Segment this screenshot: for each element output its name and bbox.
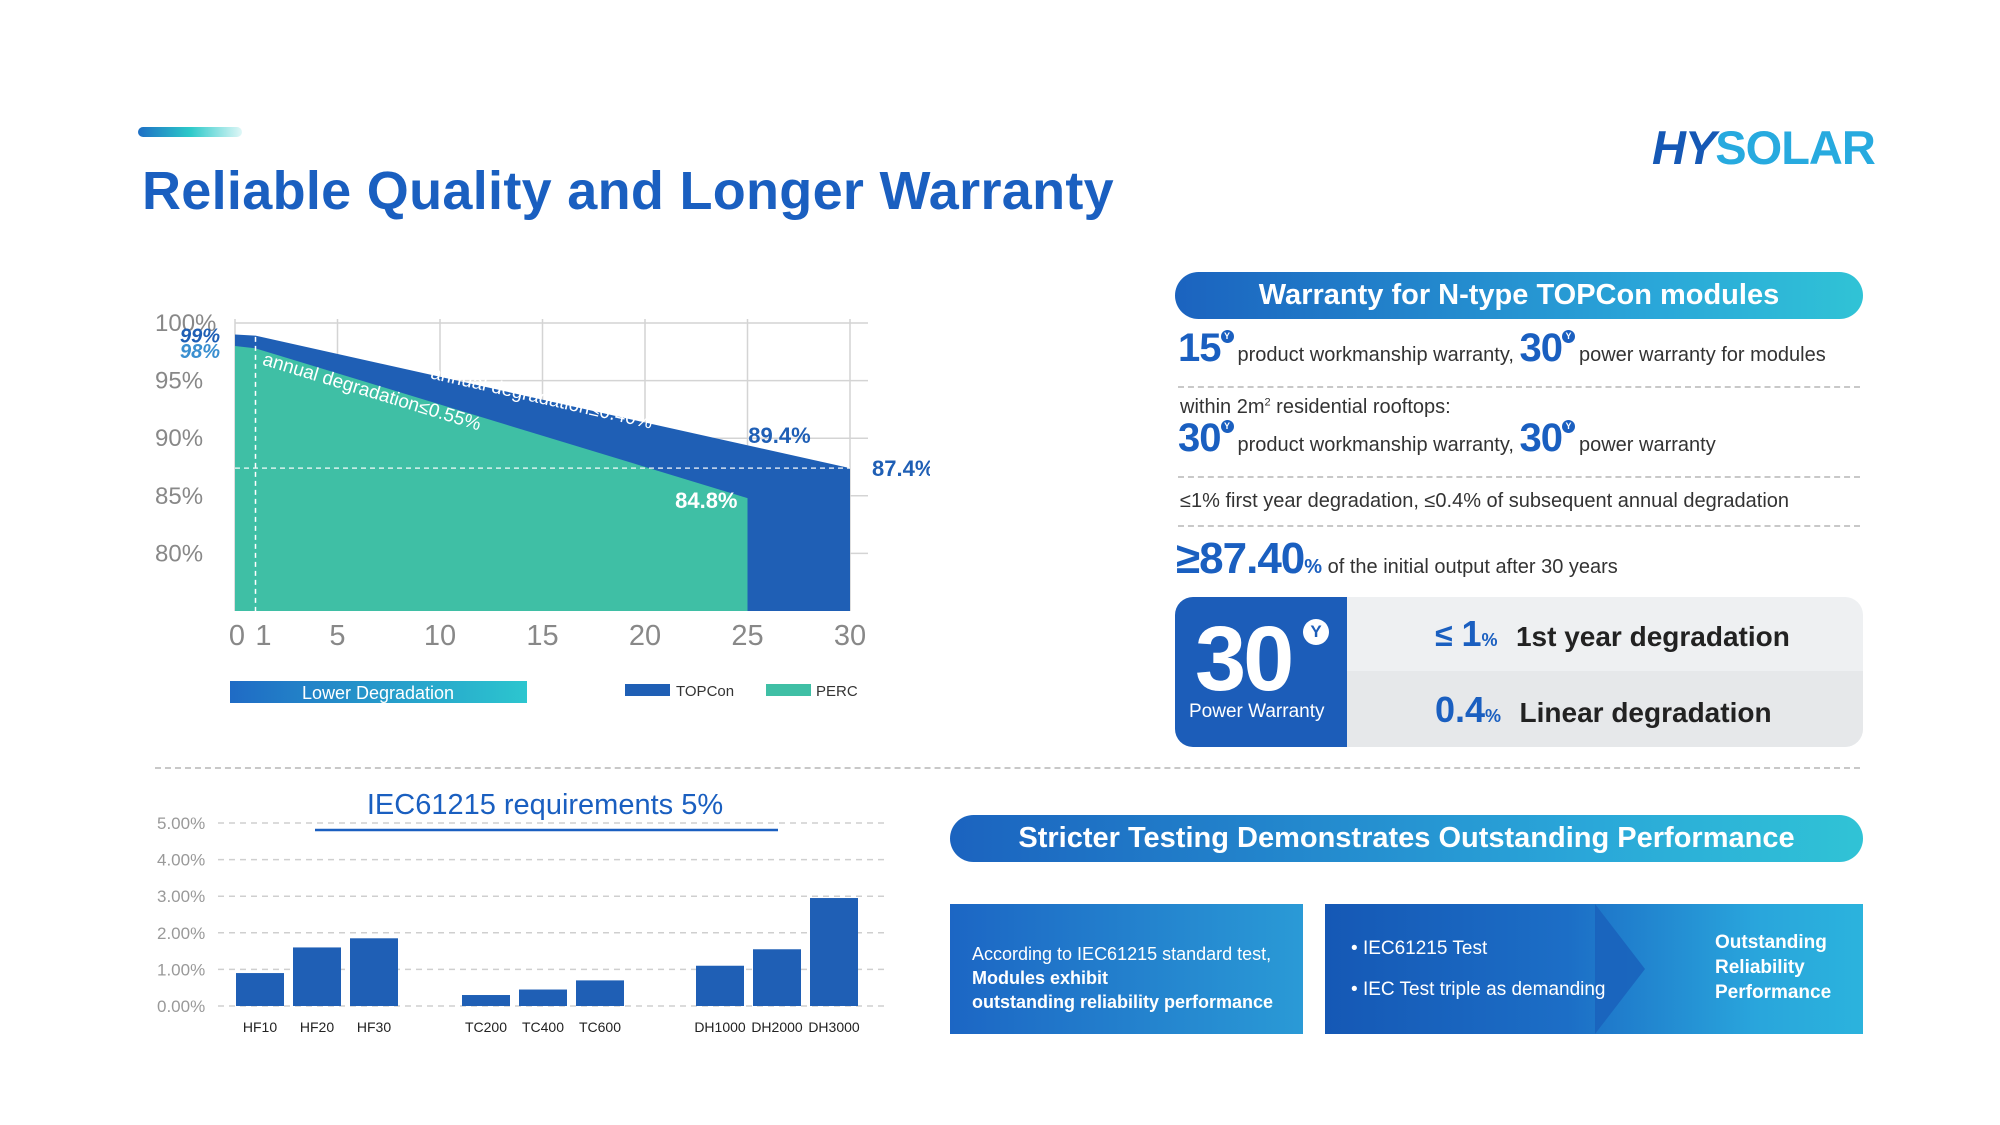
residential-intro: within 2m2 residential rooftops: xyxy=(1180,396,1451,418)
title-accent-bar xyxy=(138,127,242,137)
y-tick-label: 90% xyxy=(155,425,203,452)
reliability-text: outstanding reliability performance xyxy=(972,992,1274,1012)
bar-hf30 xyxy=(350,938,398,1006)
power-warranty-box: 30 Y Power Warranty ≤ 1% 1st year degrad… xyxy=(1175,597,1863,747)
warranty-header: Warranty for N-type TOPCon modules xyxy=(1175,272,1863,319)
bar-chart-title: IEC61215 requirements 5% xyxy=(367,789,723,821)
x-tick-label: 0 xyxy=(229,620,245,652)
stat-linear: 0.4% Linear degradation xyxy=(1435,689,1772,730)
legend-label-topcon: TOPCon xyxy=(676,683,734,700)
result-text: Outstanding Reliability Performance xyxy=(1715,932,1832,1003)
warranty-row-2: 30 Yproduct workmanship warranty, 30 Ypowe… xyxy=(1178,416,1716,460)
banner-text: Lower Degradation xyxy=(302,683,454,703)
x-tick-label: TC600 xyxy=(579,1019,621,1035)
degradation-summary: ≤1% first year degradation, ≤0.4% of sub… xyxy=(1180,490,1790,512)
x-tick-label: DH1000 xyxy=(694,1019,746,1035)
bullet-item: • IEC Test triple as demanding xyxy=(1351,979,1606,1000)
divider-line xyxy=(1178,525,1860,527)
label-perc-25: 84.8% xyxy=(675,488,737,513)
x-tick-label: HF30 xyxy=(357,1019,391,1035)
power-warranty-badge: 30 Y Power Warranty xyxy=(1175,597,1347,747)
x-tick-label: TC200 xyxy=(465,1019,507,1035)
warranty-row-1: 15 Yproduct workmanship warranty, 30 Ypowe… xyxy=(1178,326,1826,370)
y-tick-label: 5.00% xyxy=(157,814,205,833)
bar-dh2000 xyxy=(753,949,801,1006)
modules-text: Modules exhibit xyxy=(972,968,1109,988)
bar-hf10 xyxy=(236,973,284,1006)
x-tick-label: 5 xyxy=(329,620,345,652)
legend-swatch-perc xyxy=(766,684,811,696)
y-tick-label: 100% xyxy=(155,310,216,337)
x-tick-label: 10 xyxy=(424,620,456,652)
power-warranty-label: Power Warranty xyxy=(1189,701,1325,722)
y-tick-label: 3.00% xyxy=(157,887,205,906)
x-tick-label: 1 xyxy=(255,620,271,652)
label-topcon-25: 89.4% xyxy=(748,423,810,448)
legend-label-perc: PERC xyxy=(816,683,858,700)
iec-test-bar-chart: IEC61215 requirements 5% 5.00% 4.00% 3.00% 2… xyxy=(157,789,885,1035)
test-comparison-box: • IEC61215 Test • IEC Test triple as dem… xyxy=(1325,904,1863,1034)
testing-header: Stricter Testing Demonstrates Outstandin… xyxy=(950,815,1863,862)
x-tick-label: TC400 xyxy=(522,1019,564,1035)
page-title: Reliable Quality and Longer Warranty xyxy=(142,161,1114,221)
y-tick-label: 80% xyxy=(155,540,203,567)
x-tick-label: DH3000 xyxy=(808,1019,860,1035)
bar-dh1000 xyxy=(696,965,744,1006)
x-tick-label: HF10 xyxy=(243,1019,277,1035)
x-tick-label: 25 xyxy=(731,620,763,652)
label-topcon-start: 99% xyxy=(180,326,220,348)
y-tick-label: 2.00% xyxy=(157,924,205,943)
y-tick-label: 95% xyxy=(155,368,203,395)
x-tick-label: 15 xyxy=(526,620,558,652)
legend-swatch-topcon xyxy=(625,684,670,696)
output-guarantee: ≥87.40% of the initial output after 30 y… xyxy=(1176,534,1618,583)
lower-degradation-banner xyxy=(230,681,527,703)
hysolar-logo: HYSOLAR xyxy=(1652,121,1876,174)
y-tick-label: 85% xyxy=(155,483,203,510)
divider-line xyxy=(1178,386,1860,388)
label-topcon-30: 87.4% xyxy=(872,456,930,481)
y-tick-label: 0.00% xyxy=(157,997,205,1016)
bar-tc200 xyxy=(462,995,510,1006)
power-warranty-years: 30 xyxy=(1195,608,1294,710)
bullet-item: • IEC61215 Test xyxy=(1351,938,1488,959)
bar-tc400 xyxy=(519,989,567,1006)
iec-standard-box: According to IEC61215 standard test, Mod… xyxy=(950,904,1303,1034)
x-tick-label: 30 xyxy=(834,620,866,652)
degradation-area-chart: 100%95%90%85%80%0 1 5 10 15 20 25 3099%98%annua… xyxy=(155,310,930,703)
bar-dh3000 xyxy=(810,898,858,1006)
bar-hf20 xyxy=(293,947,341,1006)
area-perc xyxy=(235,346,748,611)
y-tick-label: 4.00% xyxy=(157,851,205,870)
x-tick-label: DH2000 xyxy=(751,1019,803,1035)
x-tick-label: HF20 xyxy=(300,1019,334,1035)
divider-line xyxy=(1178,476,1860,478)
label-perc-start: 98% xyxy=(180,341,220,363)
stat-first-year: ≤ 1% 1st year degradation xyxy=(1435,613,1790,654)
x-tick-label: 20 xyxy=(629,620,661,652)
arrow-chevron xyxy=(1595,904,1645,1034)
standard-text: According to IEC61215 standard test, xyxy=(972,944,1272,964)
bar-tc600 xyxy=(576,980,624,1006)
stat-row-bg xyxy=(1347,671,1863,747)
years-unit-badge: Y xyxy=(1303,619,1329,645)
section-divider xyxy=(155,767,1860,769)
y-tick-label: 1.00% xyxy=(157,960,205,979)
